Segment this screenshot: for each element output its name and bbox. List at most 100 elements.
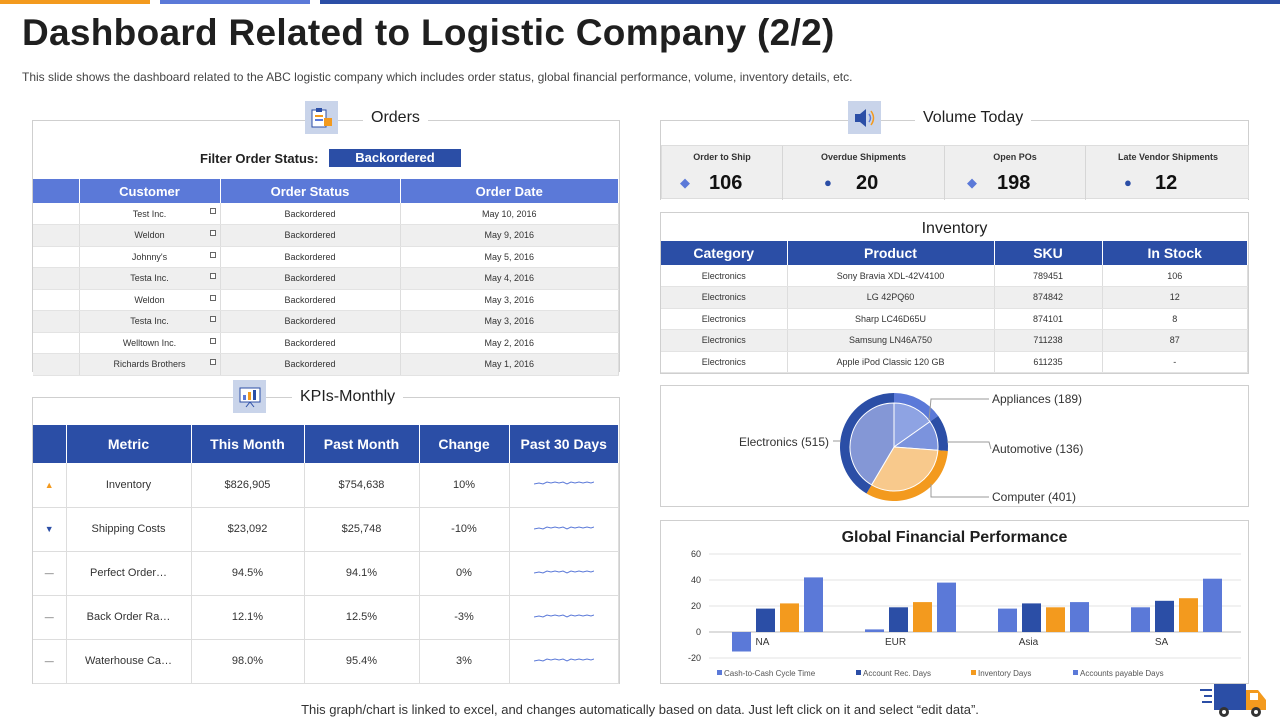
kpi-this-month: $826,905 [191,463,305,508]
date-cell: May 9, 2016 [400,224,619,247]
checkbox-icon[interactable] [209,316,216,322]
customer-name: Welltown Inc. [122,337,177,348]
bar[interactable] [1155,600,1174,632]
kpi-this-month: 94.5% [191,551,305,596]
inv-in-stock: 12 [1102,286,1248,309]
pie-slice[interactable] [870,446,939,492]
trend-indicator-icon: ▼ [33,507,67,552]
customer-cell: Weldon [79,289,221,311]
x-tick-label: Asia [1019,637,1039,648]
bar[interactable] [756,608,775,632]
bar[interactable] [998,608,1017,632]
y-tick-label: 20 [691,601,701,611]
accent-bar-blue-light [160,0,310,4]
checkbox-icon[interactable] [209,230,216,236]
pie-ring-slice[interactable] [929,415,948,452]
status-cell: Backordered [220,310,401,333]
bar[interactable] [1131,607,1150,632]
kpi-past-month: $25,748 [304,507,420,552]
kpi-col-past-month: Past Month [304,425,420,463]
volume-box: Order to Ship ◆ 106 Overdue Shipments ● … [661,145,1249,200]
table-row[interactable]: Welltown Inc. Backordered May 2, 2016 [33,332,619,354]
sparkline [509,463,619,508]
page-title: Dashboard Related to Logistic Company (2… [22,12,835,53]
orders-title: Orders [363,109,428,127]
row-blank [33,203,80,225]
y-tick-label: -20 [688,653,701,663]
date-cell: May 2, 2016 [400,332,619,354]
orders-col-customer: Customer [79,179,221,203]
bar[interactable] [732,632,751,652]
volume-icon [848,101,881,134]
bar[interactable] [889,607,908,632]
table-row[interactable]: Testa Inc. Backordered May 3, 2016 [33,310,619,333]
bar[interactable] [1022,603,1041,632]
kpi-past-month: $754,638 [304,463,420,508]
date-cell: May 3, 2016 [400,289,619,311]
row-blank [33,267,80,290]
inv-product: Sony Bravia XDL-42V4100 [787,265,995,287]
financial-chart-title: Global Financial Performance [841,529,1068,546]
inv-col-product: Product [787,241,995,265]
kpi-past-month: 94.1% [304,551,420,596]
legend-swatch [856,670,861,675]
row-blank [33,310,80,333]
checkbox-icon[interactable] [209,208,216,214]
volume-open-pos: Open POs ◆ 198 [945,146,1086,200]
sparkline [509,639,619,684]
kpi-this-month: $23,092 [191,507,305,552]
orders-col-date: Order Date [400,179,619,203]
customer-name: Weldon [134,230,165,241]
inv-sku: 611235 [994,351,1103,373]
bar[interactable] [1070,602,1089,632]
checkbox-icon[interactable] [209,337,216,344]
bar[interactable] [804,577,823,632]
checkbox-icon[interactable] [209,251,216,258]
orders-col-blank [33,179,80,203]
bar[interactable] [1203,578,1222,632]
kpi-col-blank [33,425,67,463]
bar[interactable] [1046,607,1065,632]
legend-swatch [971,670,976,675]
table-row[interactable]: Johnny's Backordered May 5, 2016 [33,246,619,268]
legend-swatch [1073,670,1078,675]
bar[interactable] [780,603,799,632]
bar[interactable] [1179,598,1198,632]
pie-ring-slice[interactable] [894,393,939,422]
pie-slice[interactable] [849,402,895,486]
bar[interactable] [913,602,932,632]
kpi-row: ▼ Shipping Costs $23,092 $25,748 -10% [33,507,619,552]
table-row[interactable]: Richards Brothers Backordered May 1, 2016 [33,353,619,376]
row-blank [33,332,80,354]
bar[interactable] [865,629,884,632]
checkbox-icon[interactable] [209,359,216,365]
inv-category: Electronics [661,308,788,330]
table-row: Electronics Sony Bravia XDL-42V4100 789451… [661,265,1248,287]
table-row[interactable]: Testa Inc. Backordered May 4, 2016 [33,267,619,290]
inv-in-stock: - [1102,351,1248,373]
customer-name: Johnny's [131,251,168,262]
filter-status-dropdown[interactable]: Backordered [329,149,461,167]
pie-label: Electronics (515) [739,435,829,449]
x-tick-label: NA [756,637,770,648]
customer-cell: Test Inc. [79,203,221,225]
kpi-row: ▲ Inventory $826,905 $754,638 10% [33,463,619,508]
table-row[interactable]: Test Inc. Backordered May 10, 2016 [33,203,619,225]
kpi-this-month: 12.1% [191,595,305,640]
kpis-icon [233,380,266,413]
checkbox-icon[interactable] [209,273,216,279]
table-row[interactable]: Weldon Backordered May 3, 2016 [33,289,619,311]
x-tick-label: SA [1155,637,1169,648]
customer-name: Richards Brothers [113,359,186,370]
pie-ring-slice[interactable] [840,393,894,494]
table-row: Electronics LG 42PQ60 874842 12 [661,286,1248,309]
volume-panel: Order to Ship ◆ 106 Overdue Shipments ● … [660,120,1249,200]
checkbox-icon[interactable] [209,294,216,301]
inv-product: Apple iPod Classic 120 GB [787,351,995,373]
order-filter: Filter Order Status: Backordered [33,149,619,169]
row-blank [33,289,80,311]
table-row[interactable]: Weldon Backordered May 9, 2016 [33,224,619,247]
date-cell: May 4, 2016 [400,267,619,290]
pie-ring-slice[interactable] [866,450,948,501]
bar[interactable] [937,582,956,632]
